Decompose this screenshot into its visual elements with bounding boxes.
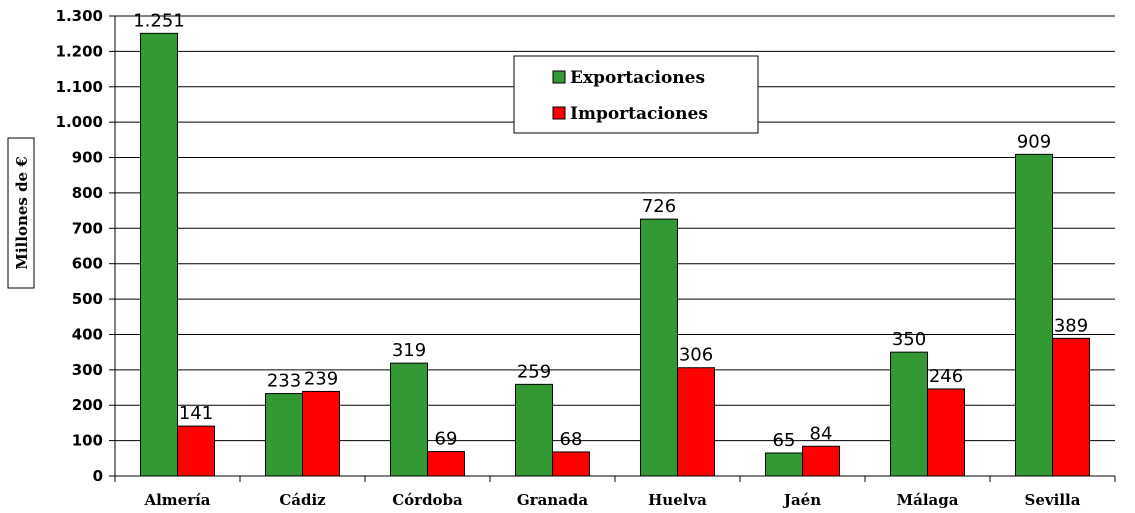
bar-exportaciones — [890, 351, 928, 477]
legend-box — [513, 55, 759, 134]
y-tick-label: 1.100 — [56, 78, 103, 96]
y-tick-label: 1.300 — [56, 7, 103, 25]
bar-importaciones — [302, 390, 340, 477]
data-label: 319 — [392, 340, 426, 361]
data-label: 69 — [435, 429, 458, 450]
data-label: 1.251 — [133, 10, 185, 31]
x-category-label: Córdoba — [392, 491, 463, 509]
bar-importaciones — [802, 445, 840, 477]
x-category-label: Almería — [143, 491, 210, 509]
y-axis-title: Millones de € — [13, 156, 31, 270]
bar-importaciones — [552, 451, 590, 477]
data-label: 726 — [642, 196, 676, 217]
y-tick-label: 800 — [72, 184, 103, 202]
x-category-label: Cádiz — [279, 491, 326, 509]
y-tick-label: 600 — [72, 255, 103, 273]
bar-importaciones — [1052, 337, 1090, 477]
data-label: 65 — [773, 430, 796, 451]
x-category-label: Granada — [517, 491, 589, 509]
bar-exportaciones — [765, 452, 803, 477]
data-label: 389 — [1054, 315, 1088, 336]
data-label: 141 — [179, 403, 213, 424]
gridlines — [115, 15, 1115, 477]
bar-exportaciones — [1015, 153, 1053, 477]
bar-exportaciones — [640, 218, 678, 477]
x-category-label: Huelva — [648, 491, 707, 509]
data-label: 239 — [304, 368, 338, 389]
data-label: 246 — [929, 366, 963, 387]
bar-importaciones — [427, 451, 465, 477]
y-tick-label: 100 — [72, 432, 103, 450]
data-labels: 1.251 233 319 259 726 65 350 909 141 239 69 68 306 84… — [133, 10, 1088, 451]
bar-importaciones — [177, 425, 215, 477]
y-tick-label: 400 — [72, 325, 103, 343]
y-tick-label: 900 — [72, 149, 103, 167]
data-label: 68 — [560, 429, 583, 450]
y-axis-title-box: Millones de € — [7, 137, 35, 289]
data-label: 350 — [892, 329, 926, 350]
legend-label-exportaciones: Exportaciones — [570, 68, 705, 88]
y-tick-label: 0 — [93, 467, 103, 485]
data-label: 84 — [810, 423, 833, 444]
y-tick-label: 700 — [72, 219, 103, 237]
data-label: 233 — [267, 371, 301, 392]
x-category-label: Málaga — [897, 491, 959, 509]
bar-exportaciones — [390, 362, 428, 477]
bar-importaciones — [927, 388, 965, 477]
legend-label-importaciones: Importaciones — [570, 104, 708, 124]
y-tick-label: 200 — [72, 396, 103, 414]
legend-swatch-importaciones — [552, 106, 566, 120]
y-tick-label: 300 — [72, 361, 103, 379]
bar-importaciones — [677, 367, 715, 477]
y-tick-label: 1.200 — [56, 42, 103, 60]
x-category-label: Jaén — [782, 491, 821, 509]
legend-swatch-exportaciones — [552, 70, 566, 84]
data-label: 306 — [679, 345, 713, 366]
bars — [140, 32, 1090, 477]
x-category-label: Sevilla — [1025, 491, 1081, 509]
y-tick-label: 1.000 — [56, 113, 103, 131]
bar-exportaciones — [140, 32, 178, 477]
y-tick-label: 500 — [72, 290, 103, 308]
data-label: 259 — [517, 361, 551, 382]
bar-exportaciones — [515, 383, 553, 477]
bar-exportaciones — [265, 393, 303, 477]
axes: 0 100 200 300 400 500 600 700 800 900 1.000 1.100 1.… — [56, 7, 1116, 509]
data-label: 909 — [1017, 131, 1051, 152]
legend: Exportaciones Importaciones — [513, 55, 759, 134]
